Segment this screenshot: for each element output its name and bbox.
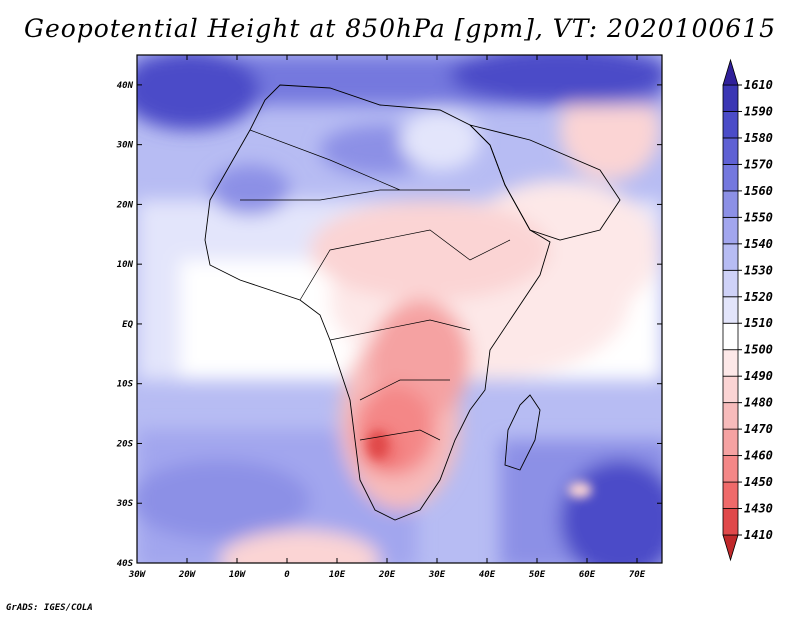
colorbar-label: 1590 — [744, 104, 773, 118]
lon-tick-label: 20E — [378, 570, 396, 580]
colorbar-label: 1540 — [744, 237, 773, 251]
colorbar-segment — [722, 481, 739, 509]
colorbar-label: 1610 — [744, 78, 773, 92]
colorbar-label: 1580 — [744, 131, 773, 145]
colorbar-segment — [722, 349, 739, 377]
colorbar-label: 1500 — [744, 343, 773, 357]
colorbar-label: 1480 — [744, 396, 773, 410]
colorbar-segment — [722, 375, 739, 404]
colorbar-segment — [722, 269, 739, 298]
page-title: Geopotential Height at 850hPa [gpm], VT:… — [23, 14, 777, 43]
lon-tick-label: 40E — [479, 570, 496, 580]
lon-tick-label: 30W — [128, 570, 147, 580]
lat-tick-label: 40S — [117, 559, 134, 569]
colorbar-label: 1460 — [744, 449, 773, 463]
colorbar-segment — [722, 164, 739, 192]
colorbar-label: 1470 — [744, 422, 773, 436]
lon-tick-label: 20W — [178, 570, 197, 580]
colorbar-label: 1510 — [744, 316, 773, 330]
colorbar-label: 1570 — [744, 157, 773, 171]
colorbar-high-arrow — [722, 58, 739, 86]
lat-tick-label: 20S — [116, 439, 134, 449]
lat-tick-label: EQ — [122, 320, 133, 330]
colorbar-segment — [722, 84, 739, 112]
colorbar-label: 1410 — [744, 528, 773, 542]
madagascar-coastline — [504, 394, 541, 471]
plot-frame — [136, 54, 663, 564]
height-field — [137, 55, 662, 563]
lat-tick-label: 20N — [116, 200, 134, 210]
lat-tick-label: 10S — [117, 380, 134, 390]
colorbar-label: 1550 — [744, 210, 773, 224]
colorbar-segment — [722, 296, 739, 324]
lat-tick-label: 10N — [117, 260, 134, 270]
colorbar-segment — [722, 402, 739, 430]
lon-tick-label: 10E — [329, 570, 346, 580]
lat-tick-label: 30S — [116, 499, 134, 509]
colorbar-label: 1490 — [744, 369, 773, 383]
colorbar-segment — [722, 190, 739, 218]
lat-tick-label: 30N — [116, 141, 134, 151]
colorbar-segment — [722, 243, 739, 271]
coastlines — [204, 84, 621, 521]
colorbar-segment — [722, 428, 739, 456]
credit-text: GrADS: IGES/COLA — [6, 603, 93, 613]
colorbar-label: 1520 — [744, 290, 773, 304]
colorbar-segment — [722, 455, 739, 483]
colorbar-label: 1560 — [744, 184, 773, 198]
lon-tick-label: 30E — [428, 570, 446, 580]
arabia-coastline — [468, 124, 621, 241]
lon-tick-label: 60E — [579, 570, 596, 580]
lat-tick-label: 40N — [117, 81, 134, 91]
lon-tick-label: 50E — [529, 570, 546, 580]
colorbar: 1410 1430 1450 1460 1470 1480 1490 1500 1510 1520… — [722, 58, 773, 562]
colorbar-segment — [722, 111, 739, 139]
lon-tick-label: 70E — [629, 570, 646, 580]
country-borders — [240, 129, 511, 441]
colorbar-label: 1530 — [744, 263, 773, 277]
lon-tick-label: 0 — [284, 570, 290, 580]
lon-tick-label: 10W — [229, 570, 247, 580]
colorbar-segment — [722, 508, 739, 536]
colorbar-label: 1450 — [744, 475, 773, 489]
colorbar-segment — [722, 137, 739, 165]
colorbar-label: 1430 — [744, 502, 773, 516]
colorbar-segment — [722, 216, 739, 245]
colorbar-segment — [722, 322, 739, 351]
colorbar-low-arrow — [722, 534, 739, 562]
